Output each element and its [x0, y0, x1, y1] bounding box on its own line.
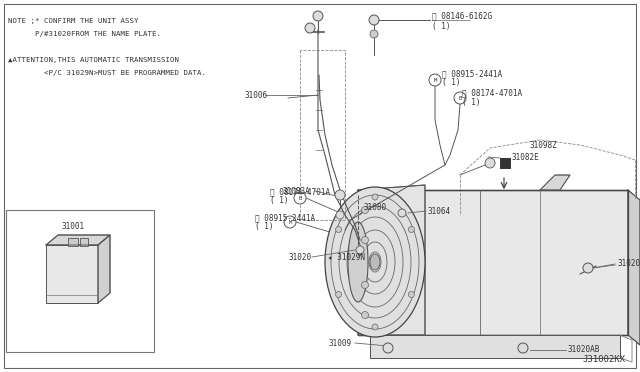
Text: 31080: 31080: [363, 202, 386, 212]
Ellipse shape: [370, 254, 380, 270]
Text: B: B: [458, 96, 461, 100]
Circle shape: [408, 227, 414, 232]
Text: 31098Z: 31098Z: [530, 141, 557, 150]
Circle shape: [335, 190, 345, 200]
Text: ⓜ 08915-2441A: ⓜ 08915-2441A: [255, 214, 315, 222]
Circle shape: [362, 206, 369, 214]
Circle shape: [383, 343, 393, 353]
Circle shape: [362, 311, 369, 318]
Circle shape: [583, 263, 593, 273]
Ellipse shape: [348, 222, 368, 302]
Circle shape: [372, 324, 378, 330]
Circle shape: [284, 216, 296, 228]
Text: Ⓑ 08146-6162G: Ⓑ 08146-6162G: [432, 12, 492, 20]
Polygon shape: [358, 185, 425, 335]
Text: ( 1): ( 1): [462, 99, 481, 108]
Circle shape: [335, 227, 342, 232]
Text: ★ 31029N: ★ 31029N: [328, 253, 365, 262]
Text: 31020: 31020: [289, 253, 312, 262]
Text: 31064: 31064: [428, 206, 451, 215]
Text: Ⓑ 08174-4701A: Ⓑ 08174-4701A: [462, 89, 522, 97]
Text: ▲ATTENTION,THIS AUTOMATIC TRANSMISSION: ▲ATTENTION,THIS AUTOMATIC TRANSMISSION: [8, 57, 179, 63]
Text: ⓜ 08915-2441A: ⓜ 08915-2441A: [442, 70, 502, 78]
Text: J31002KX: J31002KX: [582, 356, 625, 365]
Ellipse shape: [325, 187, 425, 337]
Circle shape: [362, 282, 369, 289]
Text: 31083A: 31083A: [282, 186, 310, 196]
Text: 31082E: 31082E: [511, 153, 539, 161]
Text: M: M: [433, 77, 436, 83]
Circle shape: [485, 158, 495, 168]
Polygon shape: [370, 335, 620, 358]
Bar: [500, 158, 510, 168]
Polygon shape: [628, 190, 640, 345]
Text: B: B: [298, 196, 301, 201]
Text: <P/C 31029N>MUST BE PROGRAMMED DATA.: <P/C 31029N>MUST BE PROGRAMMED DATA.: [8, 70, 206, 76]
Text: ( 1): ( 1): [255, 222, 273, 231]
Circle shape: [313, 11, 323, 21]
Circle shape: [372, 194, 378, 200]
Circle shape: [335, 292, 342, 298]
Circle shape: [294, 192, 306, 204]
Circle shape: [398, 209, 406, 217]
Circle shape: [370, 30, 378, 38]
Text: M: M: [289, 219, 292, 224]
Text: 31020A: 31020A: [617, 260, 640, 269]
Polygon shape: [358, 190, 628, 335]
Polygon shape: [540, 175, 570, 190]
Bar: [46, 245, 98, 303]
Text: ( 1): ( 1): [432, 22, 451, 31]
Circle shape: [429, 74, 441, 86]
Text: ( 1): ( 1): [442, 78, 461, 87]
Circle shape: [336, 211, 344, 219]
Circle shape: [518, 343, 528, 353]
Text: 31006: 31006: [245, 90, 268, 99]
Circle shape: [454, 92, 466, 104]
Bar: [68, 238, 78, 246]
Text: Ⓑ 08174-4701A: Ⓑ 08174-4701A: [270, 187, 330, 196]
Bar: [80, 238, 88, 246]
Circle shape: [305, 23, 315, 33]
Polygon shape: [46, 235, 110, 245]
Polygon shape: [98, 235, 110, 303]
Text: ( 1): ( 1): [270, 196, 289, 205]
Text: 31009: 31009: [329, 339, 352, 347]
Text: 31020AB: 31020AB: [568, 346, 600, 355]
Circle shape: [369, 15, 379, 25]
Bar: [6, 210, 154, 352]
Circle shape: [362, 237, 369, 244]
Text: P/#31020FROM THE NAME PLATE.: P/#31020FROM THE NAME PLATE.: [8, 31, 161, 37]
Text: NOTE ;* CONFIRM THE UNIT ASSY: NOTE ;* CONFIRM THE UNIT ASSY: [8, 18, 138, 24]
Circle shape: [356, 246, 364, 254]
Circle shape: [408, 292, 414, 298]
Text: 31001: 31001: [62, 222, 85, 231]
